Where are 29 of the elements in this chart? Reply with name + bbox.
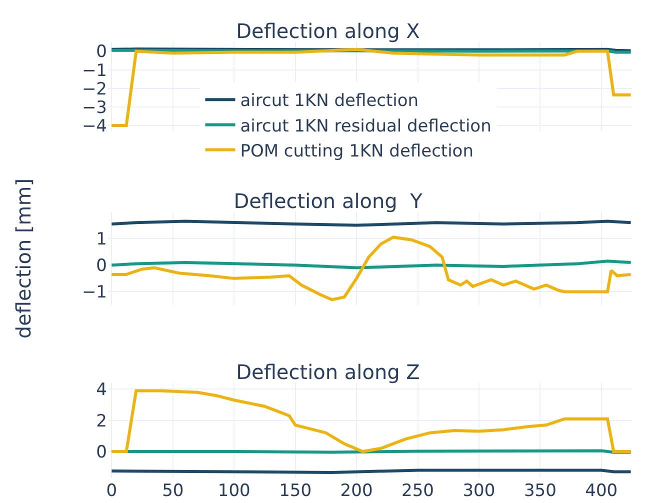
- x-tick-label: 400: [585, 481, 618, 501]
- chart-title: Deflection along X: [236, 19, 420, 43]
- y-tick-label: 0: [96, 442, 107, 462]
- y-tick-label: −4: [82, 116, 107, 136]
- chart-title: Deflection along Z: [236, 360, 420, 384]
- y-tick-label: 0: [96, 42, 107, 62]
- x-tick-label: 300: [462, 481, 496, 501]
- x-tick-label: 150: [279, 481, 312, 501]
- y-tick-label: −1: [82, 282, 107, 303]
- y-tick-label: 0: [96, 256, 107, 276]
- line-series: [110, 260, 632, 270]
- legend-label: aircut 1KN residual deflection: [240, 116, 492, 136]
- x-tick-label: 250: [402, 481, 434, 501]
- line-series: [110, 236, 632, 302]
- x-tick-label: 50: [162, 481, 184, 501]
- y-tick-label: 1: [96, 230, 107, 250]
- y-tick-label: 4: [96, 380, 107, 400]
- legend-label: aircut 1KN deflection: [240, 91, 419, 112]
- x-tick-label: 350: [524, 481, 556, 501]
- x-tick-label: 100: [218, 481, 250, 501]
- y-axis-title: deflection [mm]: [11, 178, 36, 339]
- y-tick-label: −3: [82, 98, 107, 118]
- y-tick-label: 2: [96, 411, 107, 432]
- x-tick-label: 200: [340, 481, 373, 501]
- y-tick-label: −2: [82, 79, 107, 100]
- line-series: [110, 389, 632, 454]
- legend-label: POM cutting 1KN deflection: [240, 141, 474, 162]
- y-tick-label: −1: [82, 60, 107, 81]
- chart-title: Deflection along Y: [234, 189, 424, 213]
